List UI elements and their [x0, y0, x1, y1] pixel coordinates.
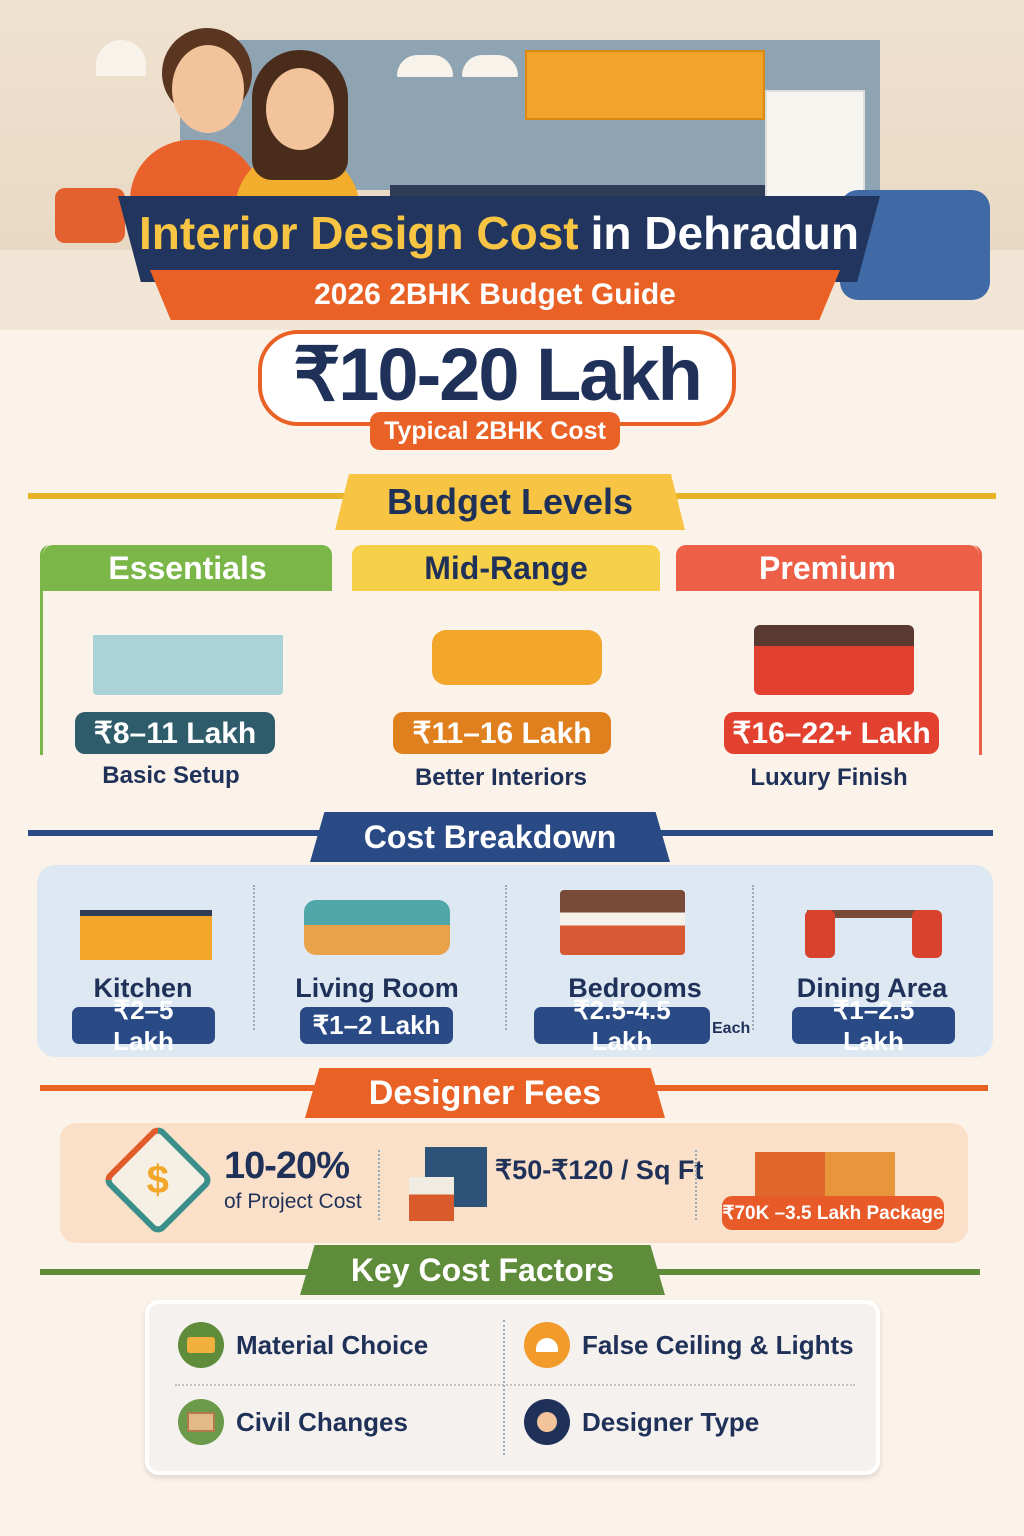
item-price: ₹1–2.5 Lakh: [792, 995, 955, 1056]
column-divider: [253, 885, 255, 1030]
fee-percent: 10-20%: [224, 1145, 350, 1187]
chair-icon: [805, 910, 835, 958]
cost-breakdown-heading: Cost Breakdown: [310, 812, 670, 862]
tier-name: Premium: [676, 545, 979, 591]
subtitle: 2026 2BHK Budget Guide: [150, 270, 840, 320]
brick-wall-icon: [178, 1399, 224, 1445]
title-highlight: Interior Design Cost: [139, 207, 579, 259]
chair-icon: [912, 910, 942, 958]
tier-label: Basic Setup: [102, 762, 240, 789]
item-name: Bedrooms: [568, 973, 702, 1003]
tier-price: ₹8–11 Lakh: [75, 712, 275, 754]
designer-fees-heading: Designer Fees: [305, 1068, 665, 1118]
fee-percent-caption: of Project Cost: [224, 1190, 362, 1213]
item-price: ₹2.5-4.5 Lakh: [534, 995, 710, 1056]
swatch-icon: [409, 1177, 454, 1221]
item-price: ₹1–2 Lakh: [300, 1007, 453, 1044]
item-price: ₹2–5 Lakh: [72, 995, 215, 1056]
key-factors-panel: [145, 1300, 880, 1475]
column-divider: [503, 1320, 505, 1455]
man-face: [172, 45, 244, 133]
factor-false-ceiling: False Ceiling & Lights: [524, 1322, 854, 1368]
column-divider: [695, 1150, 697, 1220]
bed-icon: [754, 625, 914, 695]
kitchen-counter: [390, 185, 770, 197]
column-divider: [752, 885, 754, 1030]
pendant-lamp-icon: [462, 55, 518, 77]
item-note: Each: [712, 1020, 751, 1037]
factor-material-choice: Material Choice: [178, 1322, 428, 1368]
breakdown-living-room: Living Room ₹1–2 Lakh: [262, 875, 492, 1050]
column-divider: [505, 885, 507, 1030]
factor-label: Designer Type: [582, 1406, 760, 1437]
woman-face: [266, 68, 334, 150]
pendant-lamp-icon: [397, 55, 453, 77]
page-title: Interior Design Cost in Dehradun: [118, 196, 880, 282]
bed-icon: [560, 890, 685, 955]
sofa-icon: [304, 900, 450, 955]
kitchen-cabinets: [525, 50, 765, 120]
budget-levels-heading: Budget Levels: [335, 474, 685, 530]
title-rest: in Dehradun: [590, 207, 859, 259]
armchair: [55, 188, 125, 243]
tier-price: ₹11–16 Lakh: [393, 712, 611, 754]
desk-icon: [93, 595, 283, 695]
column-divider: [378, 1150, 380, 1220]
tier-name: Essentials: [43, 545, 332, 591]
fridge: [765, 90, 865, 200]
breakdown-dining-area: Dining Area ₹1–2.5 Lakh: [757, 875, 987, 1056]
designer-person-icon: [524, 1399, 570, 1445]
factor-civil-changes: Civil Changes: [178, 1399, 408, 1445]
fee-per-sqft: ₹50-₹120 / Sq Ft: [495, 1155, 704, 1185]
row-divider: [175, 1384, 855, 1386]
material-swatch-icon: [178, 1322, 224, 1368]
factor-label: Civil Changes: [236, 1406, 408, 1437]
item-name: Kitchen: [93, 973, 193, 1003]
tier-price: ₹16–22+ Lakh: [724, 712, 939, 754]
breakdown-bedrooms: Bedrooms ₹2.5-4.5 Lakh Each: [520, 875, 751, 1056]
dining-table-icon: [807, 910, 937, 955]
floor-lamp-icon: [96, 40, 146, 76]
factor-label: False Ceiling & Lights: [582, 1329, 854, 1360]
furniture-package-icon: [755, 1152, 895, 1198]
typical-price-caption: Typical 2BHK Cost: [370, 412, 620, 450]
fee-package: ₹70K –3.5 Lakh Package: [722, 1196, 944, 1230]
ceiling-light-icon: [524, 1322, 570, 1368]
item-name: Living Room: [295, 973, 459, 1003]
sofa-icon: [432, 630, 602, 685]
factor-label: Material Choice: [236, 1329, 429, 1360]
tier-name: Mid-Range: [352, 545, 660, 591]
factor-designer-type: Designer Type: [524, 1399, 759, 1445]
tier-label: Better Interiors: [414, 764, 588, 791]
tier-label: Luxury Finish: [750, 764, 908, 791]
key-factors-heading: Key Cost Factors: [300, 1245, 665, 1295]
breakdown-kitchen: Kitchen ₹2–5 Lakh: [28, 875, 258, 1056]
kitchen-icon: [80, 910, 212, 960]
item-name: Dining Area: [796, 973, 948, 1003]
